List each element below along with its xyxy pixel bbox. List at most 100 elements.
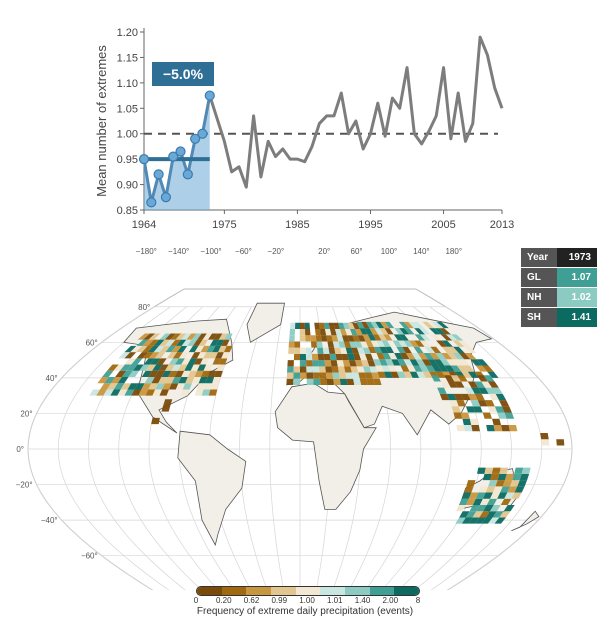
grid-cell <box>371 372 380 379</box>
grid-cell <box>208 389 218 396</box>
grid-cell <box>352 335 361 342</box>
grid-cell <box>381 340 391 347</box>
grid-cell <box>412 321 425 329</box>
grid-cell <box>142 339 154 346</box>
grid-cell <box>361 360 370 367</box>
x-tick-label: 1964 <box>132 219 156 231</box>
grid-cell <box>425 365 436 372</box>
grid-cell <box>429 353 440 360</box>
grid-cell <box>447 381 458 388</box>
grid-cell <box>342 322 350 329</box>
grid-cell <box>469 505 480 512</box>
grid-cell <box>441 353 453 360</box>
grid-cell <box>363 366 372 373</box>
grid-cell <box>346 378 355 385</box>
grid-cell <box>166 352 178 359</box>
grid-cell <box>168 358 179 365</box>
grid-cell <box>438 328 451 335</box>
grid-cell <box>168 370 178 377</box>
grid-cell <box>473 406 483 413</box>
grid-cell <box>482 492 493 499</box>
grid-cell <box>312 360 319 367</box>
grid-cell <box>196 383 206 390</box>
stats-label-sh: SH <box>521 307 557 328</box>
grid-cell <box>431 375 441 382</box>
grid-cell <box>113 383 125 390</box>
grid-cell <box>438 365 449 372</box>
grid-cell <box>399 353 410 360</box>
colorbar-swatch <box>271 587 296 595</box>
grid-cell <box>305 353 313 361</box>
grid-cell <box>435 353 447 360</box>
grid-cell <box>300 360 307 367</box>
change-badge-label: −5.0% <box>163 66 204 82</box>
grid-cell <box>383 371 393 378</box>
grid-cell <box>461 371 473 378</box>
grid-cell <box>360 341 369 348</box>
grid-cell <box>477 400 488 407</box>
grid-cell <box>329 353 337 361</box>
grid-cell <box>384 328 394 335</box>
grid-cell <box>203 364 213 371</box>
colorbar-tick-label: 1.01 <box>326 596 343 605</box>
grid-cell <box>215 339 225 346</box>
grid-cell <box>317 347 324 354</box>
grid-cell <box>477 467 486 474</box>
grid-cell <box>110 389 121 396</box>
grid-cell <box>469 418 479 425</box>
latitude-label: −60° <box>81 552 98 561</box>
grid-cell <box>120 383 132 390</box>
grid-cell <box>414 334 426 341</box>
grid-cell <box>444 375 455 382</box>
grid-cell <box>487 381 499 388</box>
grid-cell <box>192 339 203 346</box>
grid-cell <box>124 352 137 359</box>
grid-cell <box>194 389 204 396</box>
grid-cell <box>159 339 171 346</box>
grid-cell <box>484 467 494 474</box>
grid-cell <box>453 393 464 401</box>
grid-cell <box>369 328 379 335</box>
grid-cell <box>154 352 166 359</box>
grid-cell <box>482 473 492 481</box>
grid-cell <box>304 322 310 329</box>
grid-cell <box>290 322 296 329</box>
data-point <box>182 169 193 180</box>
grid-cell <box>504 492 515 499</box>
grid-cell <box>490 473 500 481</box>
grid-cell <box>379 328 389 335</box>
grid-cell <box>218 333 228 340</box>
grid-cell <box>379 321 390 329</box>
y-tick-label: 0.95 <box>117 154 138 166</box>
grid-cell <box>107 364 119 371</box>
grid-cell <box>495 480 505 487</box>
data-point <box>190 133 201 144</box>
grid-cell <box>115 370 127 377</box>
grid-cell <box>467 371 479 378</box>
data-point <box>146 197 157 208</box>
grid-cell <box>218 345 227 353</box>
grid-cell <box>385 359 395 366</box>
time-series-chart: 0.85 0.90 0.95 1.00 1.05 1.10 1.15 1.20 1964 1975… <box>94 27 514 231</box>
grid-cell <box>519 473 530 481</box>
grid-cell <box>450 334 464 341</box>
grid-cell <box>134 383 145 390</box>
grid-cell <box>451 406 461 413</box>
grid-cell <box>315 335 322 342</box>
grid-cell <box>311 353 319 361</box>
grid-cell <box>356 366 365 373</box>
grid-cell <box>467 381 479 388</box>
grid-cell <box>422 321 434 329</box>
grid-cell <box>322 347 330 354</box>
grid-cell <box>286 372 294 379</box>
grid-cell <box>118 352 131 359</box>
grid-cell <box>359 378 368 385</box>
grid-cell <box>117 389 128 396</box>
x-tick-label: 1995 <box>358 219 382 231</box>
grid-cell <box>332 341 340 348</box>
grid-cell <box>286 378 294 385</box>
colorbar-swatch <box>369 587 395 595</box>
latitude-label: 20° <box>20 409 32 418</box>
grid-cell <box>435 371 446 378</box>
colorbar <box>196 586 420 596</box>
